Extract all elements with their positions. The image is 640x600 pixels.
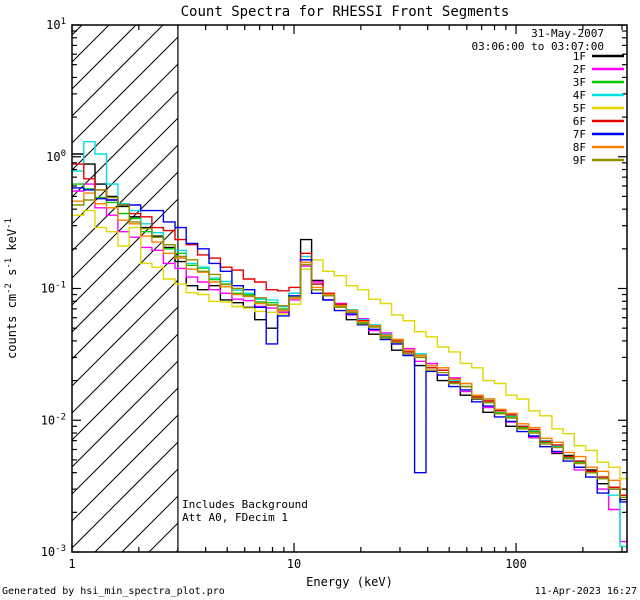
legend-item-1f: 1F — [573, 50, 624, 63]
legend-label-4f: 4F — [573, 89, 586, 102]
legend-label-5f: 5F — [573, 102, 586, 115]
axis-ticks — [71, 24, 627, 553]
series-5f-line — [72, 209, 627, 480]
observation-date: 31-May-2007 — [531, 27, 604, 40]
y-tick-label-10e0: 100 — [46, 149, 66, 164]
legend-item-8f: 8F — [573, 141, 624, 154]
plot-axes-box — [71, 24, 628, 553]
series-2f-line — [72, 183, 627, 543]
y-tick-label-10e1: 101 — [46, 17, 66, 32]
annotation-attenuator-state: Att A0, FDecim 1 — [182, 511, 288, 524]
chart-title: Count Spectra for RHESSI Front Segments — [180, 4, 510, 20]
legend-item-5f: 5F — [573, 102, 624, 115]
y-tick-label-10e-1: 10-1 — [41, 281, 66, 296]
legend-item-2f: 2F — [573, 63, 624, 76]
series-8f-line — [72, 192, 627, 490]
series-3f-line — [72, 183, 627, 496]
legend-label-8f: 8F — [573, 141, 586, 154]
hatched-low-energy-region — [72, 25, 178, 552]
y-tick-label-10e-3: 10-3 — [41, 544, 66, 559]
legend-label-1f: 1F — [573, 50, 586, 63]
spectra-series-group — [72, 141, 627, 548]
series-7f-line — [72, 187, 627, 503]
x-axis-label: Energy (keV) — [306, 575, 393, 589]
series-4f-line — [72, 141, 627, 548]
legend-label-2f: 2F — [573, 63, 586, 76]
observation-time-range: 03:06:00 to 03:07:00 — [471, 40, 604, 53]
y-tick-label-10e-2: 10-2 — [41, 412, 66, 427]
legend-label-9f: 9F — [573, 154, 586, 167]
legend-label-7f: 7F — [573, 128, 586, 141]
legend-item-6f: 6F — [573, 115, 624, 128]
y-axis-label: counts cm-2 s-1 keV-1 — [4, 218, 19, 359]
x-tick-label-10: 10 — [287, 557, 301, 571]
series-9f-line — [72, 189, 627, 498]
legend-item-3f: 3F — [573, 76, 624, 89]
annotation-includes-background: Includes Background — [182, 498, 308, 511]
legend-item-9f: 9F — [573, 154, 624, 167]
legend-label-3f: 3F — [573, 76, 586, 89]
x-tick-label-100: 100 — [505, 557, 527, 571]
legend-item-4f: 4F — [573, 89, 624, 102]
legend-item-7f: 7F — [573, 128, 624, 141]
series-1f-line — [72, 153, 627, 501]
footer-generated-by: Generated by hsi_min_spectra_plot.pro — [2, 586, 225, 597]
footer-render-timestamp: 11-Apr-2023 16:27 — [534, 586, 637, 597]
x-tick-label-1: 1 — [68, 557, 75, 571]
legend-label-6f: 6F — [573, 115, 586, 128]
